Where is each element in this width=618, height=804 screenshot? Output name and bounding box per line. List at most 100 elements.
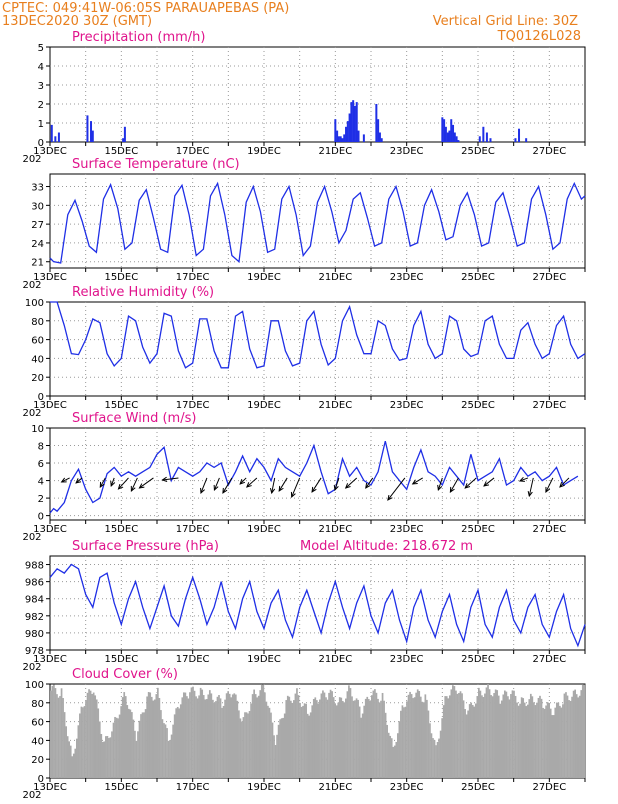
wind-arrow [365,477,374,489]
wind-arrow-head [246,482,252,488]
cloud-area-bar [92,692,95,778]
precip-bar [50,124,53,142]
cloud-area-bar [568,700,570,778]
wind-ytick-label: 6 [38,459,44,470]
cloud-area-bar [539,695,541,778]
wind-arrow [345,477,358,489]
cloud-area-bar [456,693,459,778]
cloud-area-bar [264,692,266,778]
rh-ytick-label: 40 [31,354,44,365]
precip-bar [122,138,125,142]
cloud-area-bar [468,704,471,778]
cloud-area-bar [337,702,340,778]
rh-ytick-label: 60 [31,336,44,347]
cloud-area-bar [484,693,486,778]
pressure-xtick-label: 15DEC [104,654,138,665]
cloud-area-bar [375,692,378,778]
cloud-area-bar [381,692,384,778]
wind-arrow-head [60,477,67,483]
cloud-area-bar [317,703,320,778]
cloud-area-bar [288,696,291,778]
precip-bar [86,115,89,142]
precip-bar [452,124,455,142]
pressure-ytick-label: 978 [25,646,44,657]
cloud-area-bar [271,722,274,778]
temp-ytick-label: 21 [31,258,44,269]
cloud-area-bar [179,704,182,778]
cloud-area-bar [459,691,462,778]
precip-ytick-label: 5 [38,43,44,54]
cloud-area-bar [108,738,110,778]
cloud-area-bar [453,686,456,778]
rh-xtick-label: 19DEC [247,400,281,411]
precip-bar [457,140,460,142]
wind-arrow [139,477,154,489]
cloud-area-bar [514,695,517,778]
wind-arrow-head [483,481,490,487]
header-date: 13DEC2020 30Z (GMT) [2,14,152,29]
cloud-area-bar [479,690,482,778]
cloud-area-bar [580,690,583,778]
cloud-area-bar [429,723,431,778]
cloud-area-bar [56,694,58,778]
pressure-annotation: Model Altitude: 218.672 m [300,539,473,554]
temp-xtick-label: 27DEC [532,272,566,283]
precip-year-stub: 202 [22,154,41,165]
cloud-area-bar [51,685,54,778]
cloud-area-bar [150,696,153,778]
cloud-area-bar [115,717,118,778]
cloud-area-bar [398,721,401,778]
cloud-area-bar [129,709,132,778]
wind-xtick-label: 27DEC [532,524,566,535]
cloud-area-bar [268,707,271,778]
cloud-area-bar [254,694,257,778]
wind-line [49,440,579,514]
cloud-area-bar [372,690,375,778]
cloud-area-bar [325,697,327,778]
wind-ytick-label: 4 [38,477,44,488]
wind-arrow [278,477,288,492]
cloud-area-bar [569,700,572,778]
cloud-area-bar [332,697,335,778]
wind-arrow-head [518,476,525,482]
cloud-area-bar [511,690,514,778]
cloud-area-bar [193,690,196,778]
wind-xtick-label: 17DEC [176,524,210,535]
cloud-area-bar [432,738,434,778]
cloud-area-bar [57,697,60,778]
cloud-area-bar [545,705,547,778]
cloud-area-bar [141,712,144,778]
cloud-area-bar [510,694,512,778]
cloud-ytick-label: 0 [38,774,44,785]
cloud-area-bar [329,689,332,778]
wind-arrow [200,477,208,494]
wind-ytick-label: 2 [38,494,44,505]
wind-arrow-head [344,483,351,489]
precip-bar [350,102,353,142]
cloud-area-bar [487,684,489,778]
cloud-area-bar [302,705,304,778]
cloud-area-bar [528,699,531,778]
rh-ytick-label: 20 [31,373,44,384]
cloud-area-bar [349,688,352,778]
cloud-area-bar [82,707,84,778]
cloud-area-bar [403,707,405,778]
cloud-area-bar [219,698,222,778]
temp-xtick-label: 17DEC [176,272,210,283]
cloud-area-bar [341,701,344,778]
cloud-area-bar [426,699,428,778]
temp-xtick-label: 13DEC [33,272,67,283]
pressure-xtick-label: 13DEC [33,654,67,665]
precip-ytick-label: 2 [38,100,44,111]
cloud-area-bar [358,706,361,778]
cloud-area-bar [132,719,135,778]
cloud-area-bar [369,700,372,778]
precip-bar [489,138,492,142]
cloud-area-bar [227,691,230,778]
cloud-area-bar [210,693,213,778]
cloud-area-bar [149,692,152,778]
rh-line [50,301,586,369]
cloud-area-bar [537,697,540,778]
cloud-area-bar [178,708,181,778]
